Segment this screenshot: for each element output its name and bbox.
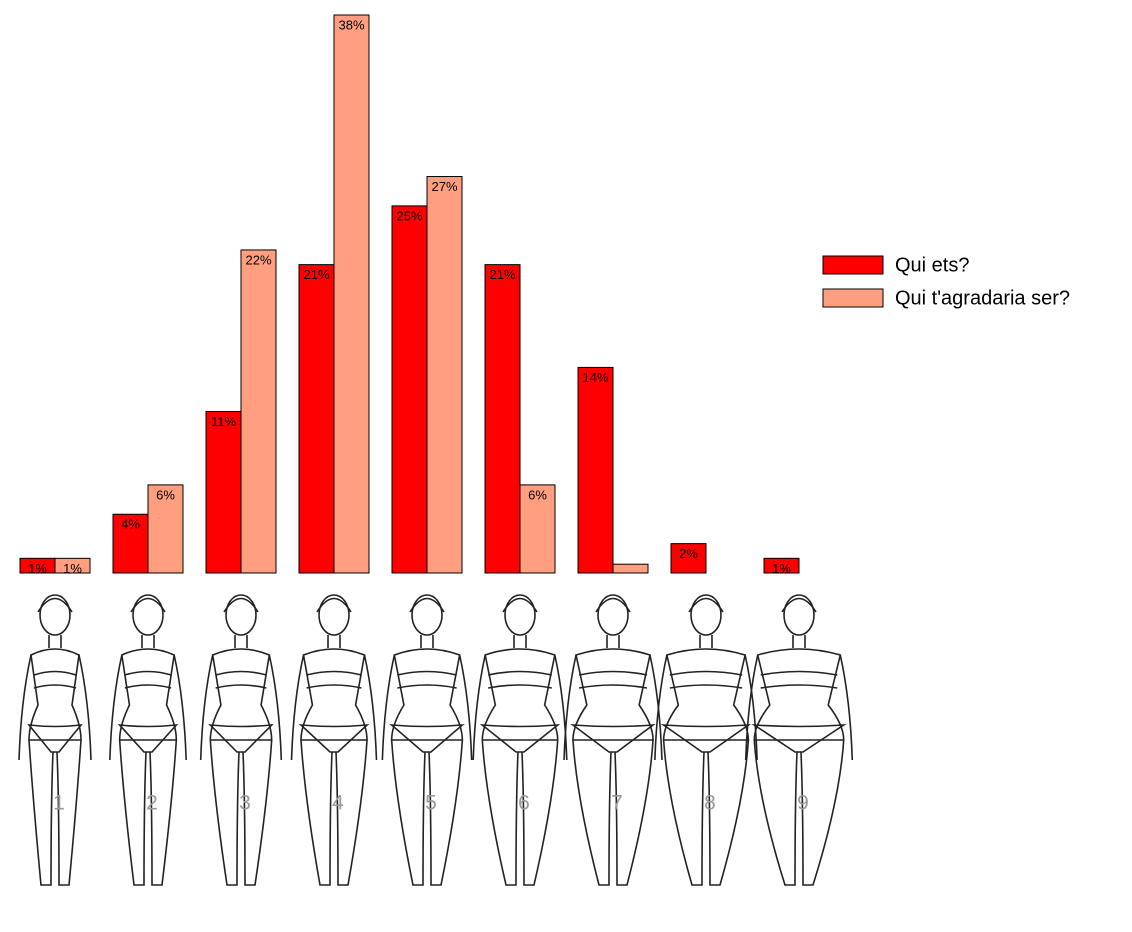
legend-swatch (823, 256, 883, 274)
figure-leg-l (573, 740, 611, 885)
body-figure (473, 595, 567, 885)
value-label: 27% (431, 179, 457, 194)
body-figure (110, 595, 186, 885)
value-label: 21% (303, 267, 329, 282)
x-tick-label: 3 (239, 792, 251, 815)
value-label: 25% (396, 208, 422, 223)
figure-brief (754, 725, 843, 752)
figure-hair (38, 599, 72, 613)
figure-leg-l (301, 740, 332, 885)
chart: 1%1%14%6%211%22%321%38%425%27%521%6%614%… (0, 0, 1132, 927)
bar (334, 15, 369, 573)
figure-hair (689, 599, 723, 613)
x-tick-label: 8 (704, 792, 716, 815)
body-figure (201, 595, 282, 885)
legend-swatch (823, 289, 883, 307)
bar (485, 265, 520, 573)
value-label: 38% (338, 17, 364, 32)
bar (206, 411, 241, 573)
figure-leg-l (392, 740, 425, 885)
figure-bra (216, 672, 267, 689)
figure-hair (224, 599, 258, 613)
bar (427, 177, 462, 573)
figure-head (598, 595, 628, 635)
body-figure (655, 595, 757, 885)
figure-hair (503, 599, 537, 613)
figure-brief (392, 725, 463, 752)
figure-brief (664, 725, 749, 752)
figure-bra (307, 672, 362, 689)
figure-bra (761, 672, 838, 689)
figure-brief (482, 725, 557, 752)
figure-brief (573, 725, 653, 752)
value-label: 6% (156, 487, 175, 502)
figure-brief (29, 725, 81, 752)
figure-head (40, 595, 70, 635)
figure-brief (210, 725, 271, 752)
figure-hair (782, 599, 816, 613)
figure-bra (670, 672, 742, 689)
body-figure (292, 595, 377, 885)
value-label: 11% (211, 414, 236, 429)
figure-bra (488, 672, 552, 689)
figure-brief (301, 725, 367, 752)
value-label: 21% (489, 267, 515, 282)
figure-head (784, 595, 814, 635)
figure-arm-r (840, 655, 852, 760)
figure-leg-l (120, 740, 146, 885)
figure-head (226, 595, 256, 635)
figure-head (412, 595, 442, 635)
figure-bra (397, 672, 456, 689)
body-figure (382, 595, 471, 885)
value-label: 2% (679, 546, 698, 561)
legend-label: Qui ets? (895, 254, 969, 276)
figure-brief (120, 725, 177, 752)
bar (392, 206, 427, 573)
x-tick-label: 6 (518, 792, 530, 815)
bar (241, 250, 276, 573)
value-label: 1% (28, 561, 47, 576)
value-label: 22% (245, 252, 271, 267)
bar (299, 265, 334, 573)
body-figure (19, 595, 91, 885)
x-tick-label: 9 (797, 792, 809, 815)
figure-hair (131, 599, 165, 613)
figure-leg-l (754, 740, 797, 885)
x-tick-label: 1 (53, 792, 65, 815)
figure-leg-l (482, 740, 518, 885)
value-label: 1% (63, 561, 82, 576)
figure-leg-l (29, 740, 53, 885)
figure-head (319, 595, 349, 635)
x-tick-label: 2 (146, 792, 158, 815)
legend-label: Qui t'agradaria ser? (895, 287, 1070, 309)
figure-leg-l (664, 740, 704, 885)
figure-head (133, 595, 163, 635)
figure-leg-l (210, 740, 239, 885)
x-tick-label: 4 (332, 792, 344, 815)
figure-hair (410, 599, 444, 613)
value-label: 14% (582, 370, 608, 385)
value-label: 4% (121, 517, 140, 532)
x-tick-label: 5 (425, 792, 437, 815)
value-label: 6% (528, 487, 547, 502)
figure-hair (317, 599, 351, 613)
figure-bra (579, 672, 647, 689)
figure-hair (596, 599, 630, 613)
value-label: 1% (772, 561, 791, 576)
body-figure (746, 595, 853, 885)
bar (578, 367, 613, 573)
figure-bra (34, 672, 76, 689)
figure-bra (125, 672, 171, 689)
x-tick-label: 7 (611, 792, 623, 815)
bar (613, 564, 648, 573)
body-figure (564, 595, 662, 885)
figure-head (505, 595, 535, 635)
figure-head (691, 595, 721, 635)
